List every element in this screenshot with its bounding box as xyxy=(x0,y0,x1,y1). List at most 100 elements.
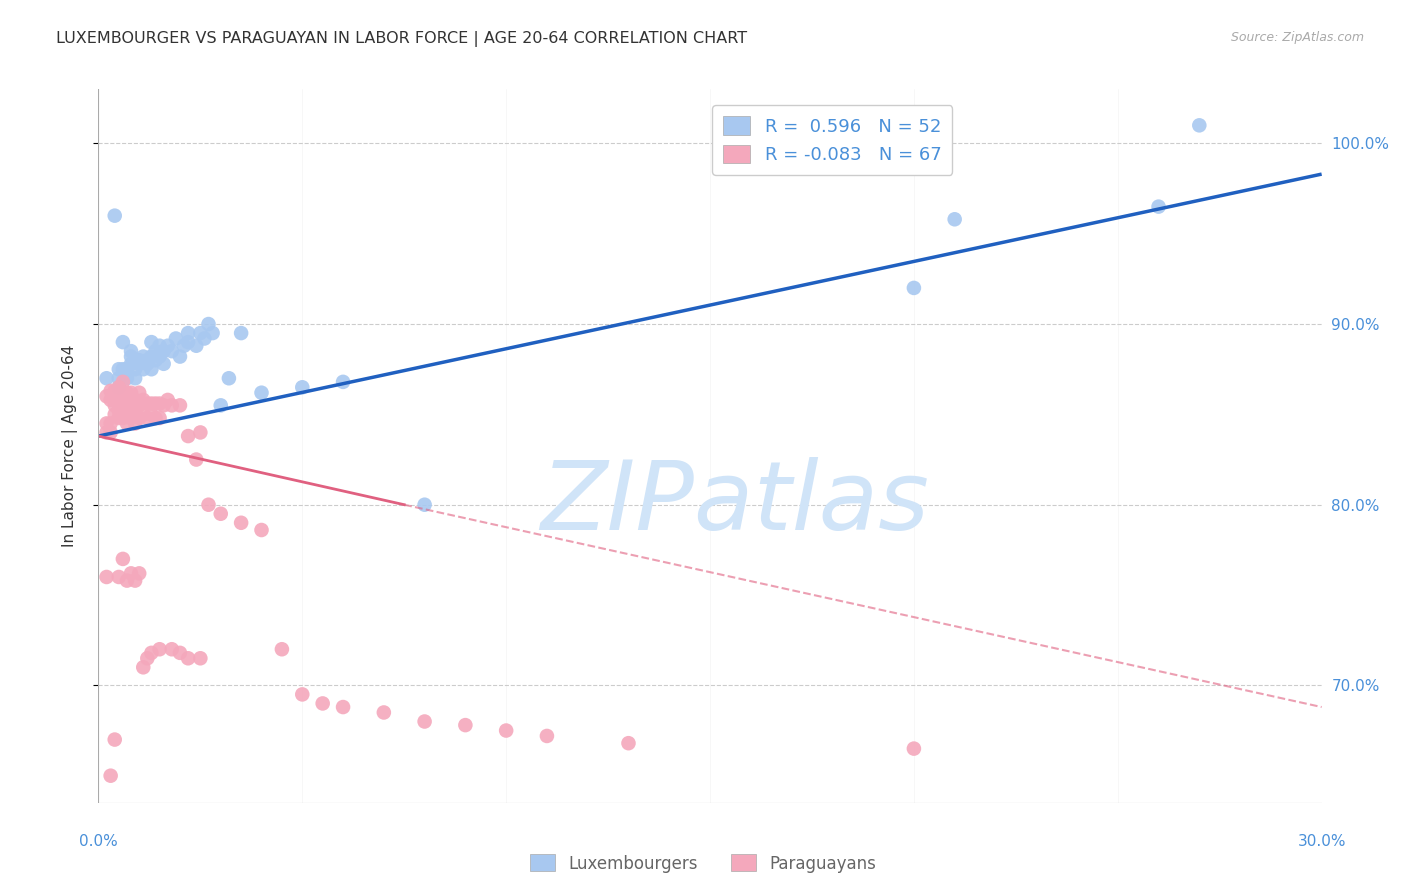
Point xyxy=(104,384,127,398)
Point xyxy=(149,339,172,353)
Point xyxy=(149,411,172,425)
Text: 30.0%: 30.0% xyxy=(1298,834,1346,849)
Point xyxy=(132,408,155,422)
Point xyxy=(332,375,354,389)
Point xyxy=(124,574,146,588)
Point xyxy=(160,642,183,657)
Point xyxy=(124,392,146,407)
Point xyxy=(177,326,200,340)
Point xyxy=(617,736,640,750)
Point xyxy=(1188,119,1211,133)
Point xyxy=(124,371,146,385)
Point xyxy=(120,566,142,581)
Point xyxy=(115,385,138,400)
Point xyxy=(108,380,131,394)
Point xyxy=(197,317,219,331)
Point xyxy=(100,417,122,431)
Point xyxy=(141,396,163,410)
Point xyxy=(104,392,127,407)
Point xyxy=(413,498,436,512)
Point xyxy=(177,429,200,443)
Point xyxy=(111,411,134,425)
Point xyxy=(100,384,122,398)
Point xyxy=(128,566,150,581)
Point xyxy=(145,344,167,359)
Point xyxy=(108,404,131,418)
Point xyxy=(100,392,122,407)
Point xyxy=(903,281,925,295)
Point xyxy=(111,392,134,407)
Point xyxy=(128,353,150,368)
Point xyxy=(124,404,146,418)
Text: ZIPatlas: ZIPatlas xyxy=(540,457,929,549)
Point xyxy=(96,425,118,440)
Point xyxy=(108,411,131,425)
Point xyxy=(165,331,187,345)
Point xyxy=(495,723,517,738)
Point xyxy=(156,339,179,353)
Point xyxy=(100,425,122,440)
Point xyxy=(132,350,155,364)
Point xyxy=(115,392,138,407)
Point xyxy=(209,398,232,412)
Point xyxy=(312,697,335,711)
Point xyxy=(96,389,118,403)
Point xyxy=(104,398,127,412)
Point xyxy=(188,425,212,440)
Point xyxy=(111,375,134,389)
Point xyxy=(177,335,200,350)
Point xyxy=(132,660,155,674)
Point xyxy=(332,700,354,714)
Point xyxy=(160,344,183,359)
Text: 0.0%: 0.0% xyxy=(79,834,118,849)
Point xyxy=(177,651,200,665)
Point xyxy=(128,411,150,425)
Point xyxy=(152,357,174,371)
Point xyxy=(152,398,174,412)
Point xyxy=(115,417,138,431)
Point xyxy=(104,408,127,422)
Point xyxy=(169,646,191,660)
Point xyxy=(120,404,142,418)
Point xyxy=(96,417,118,431)
Text: Source: ZipAtlas.com: Source: ZipAtlas.com xyxy=(1230,31,1364,45)
Point xyxy=(108,380,131,394)
Point xyxy=(152,344,174,359)
Point xyxy=(111,404,134,418)
Point xyxy=(136,357,159,371)
Point xyxy=(149,350,172,364)
Point xyxy=(149,642,172,657)
Point xyxy=(96,570,118,584)
Point xyxy=(173,339,195,353)
Point xyxy=(124,362,146,376)
Point xyxy=(188,326,212,340)
Point xyxy=(454,718,477,732)
Point xyxy=(120,392,142,407)
Point xyxy=(250,523,273,537)
Point xyxy=(250,385,273,400)
Point xyxy=(169,350,191,364)
Point xyxy=(231,326,253,340)
Point xyxy=(108,570,131,584)
Point xyxy=(120,385,142,400)
Point xyxy=(128,398,150,412)
Point xyxy=(149,396,172,410)
Point xyxy=(291,380,314,394)
Point xyxy=(943,212,966,227)
Point xyxy=(141,350,163,364)
Point xyxy=(373,706,395,720)
Point xyxy=(128,357,150,371)
Point xyxy=(145,411,167,425)
Point xyxy=(115,362,138,376)
Point xyxy=(100,769,122,783)
Point xyxy=(156,392,179,407)
Point xyxy=(108,398,131,412)
Point xyxy=(120,357,142,371)
Point xyxy=(270,642,294,657)
Point xyxy=(145,396,167,410)
Point xyxy=(145,353,167,368)
Point xyxy=(111,552,134,566)
Point xyxy=(291,687,314,701)
Point xyxy=(108,392,131,407)
Point xyxy=(141,646,163,660)
